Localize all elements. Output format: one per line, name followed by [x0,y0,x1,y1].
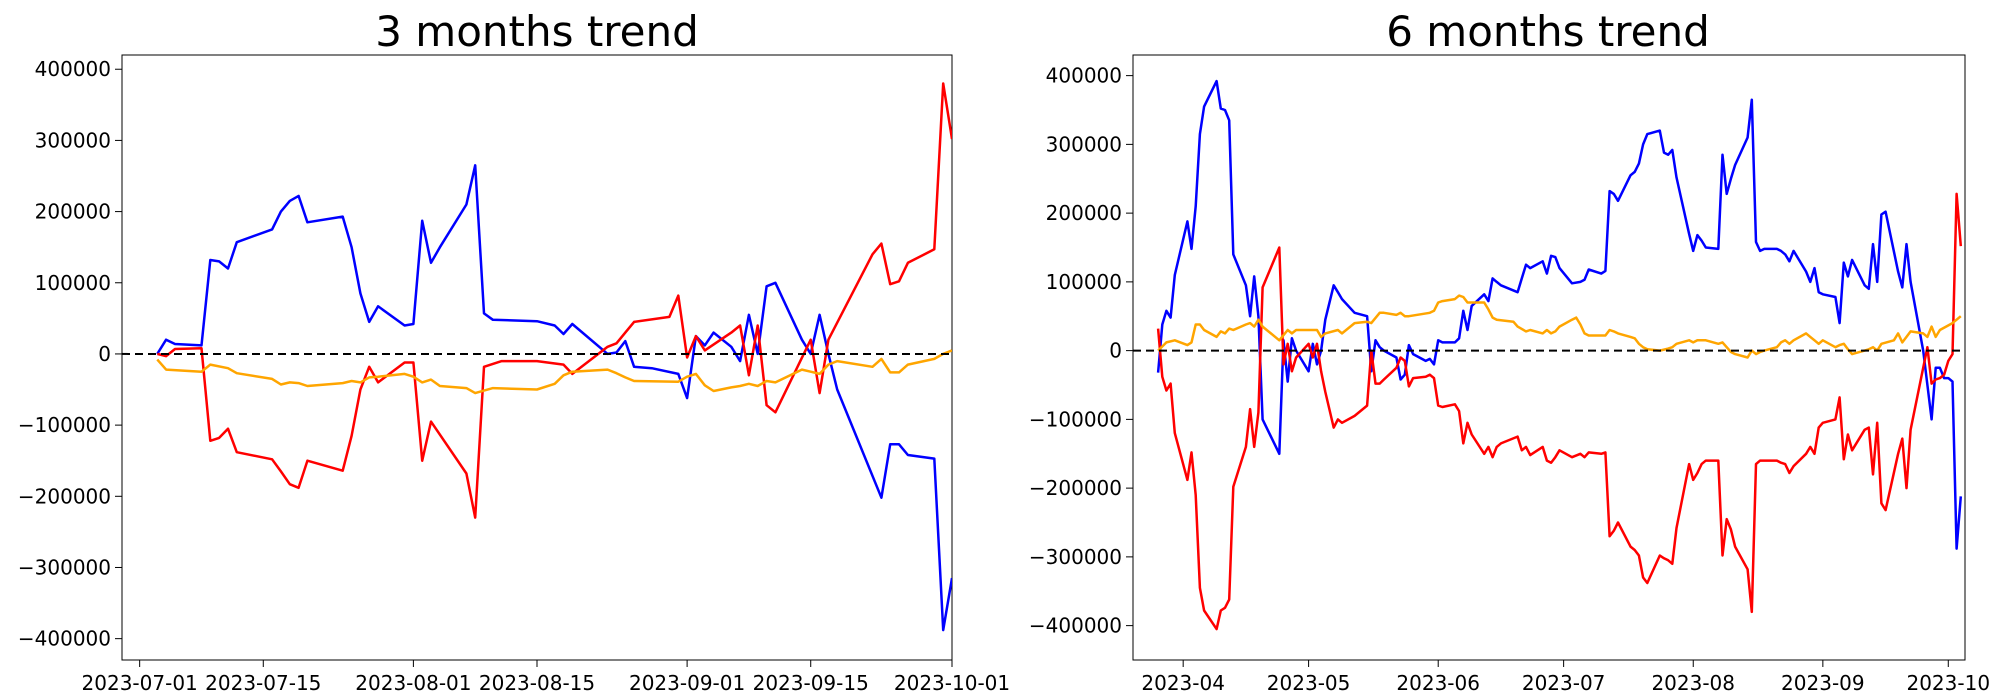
plot-area: −400000 −300000 −200000 −100000 0 100000 20000… [1029,54,1990,695]
y-tick-label: 0 [98,342,111,366]
y-tick-label: −200000 [18,484,111,508]
x-tick-label: 2023-04 [1141,671,1225,695]
chart-6-months: 6 months trend −400000 −300000 −200000 −100… [1029,7,1990,695]
y-tick-label: 100000 [1046,270,1122,294]
series-line-3 [156,349,952,395]
x-tick-label: 2023-06 [1396,671,1480,695]
x-tick-label: 2023-09-15 [753,671,869,695]
series-line-2 [156,82,952,519]
series-line-1 [1156,79,1963,550]
x-tick-label: 2023-09-01 [629,671,745,695]
y-tick-label: 400000 [35,57,111,81]
x-tick-label: 2023-07 [1522,671,1606,695]
y-tick-label: 100000 [35,271,111,295]
x-tick-label: 2023-09 [1781,671,1865,695]
x-tick-label: 2023-08-01 [355,671,471,695]
chart-3-months: 3 months trend −400000 −300000 −200000 −100… [18,7,1010,695]
y-tick-label: −400000 [18,627,111,651]
plot-area: −400000 −300000 −200000 −100000 0 100000 20000… [18,54,1010,695]
chart-title: 3 months trend [375,7,699,56]
x-tick-label: 2023-10 [1906,671,1990,695]
y-tick-label: 400000 [1046,64,1122,88]
x-tick-label: 2023-07-15 [205,671,321,695]
x-tick-label: 2023-10-01 [894,671,1010,695]
y-tick-label: −100000 [1029,407,1122,431]
x-tick-label: 2023-08 [1651,671,1735,695]
y-tick-label: −300000 [1029,545,1122,569]
x-tick-label: 2023-07-01 [82,671,198,695]
plot-frame [1132,54,1966,661]
chart-title: 6 months trend [1386,7,1710,56]
y-tick-label: 200000 [1046,201,1122,225]
y-tick-label: 200000 [35,200,111,224]
y-tick-label: 300000 [1046,132,1122,156]
y-tick-label: −200000 [1029,476,1122,500]
y-tick-label: −400000 [1029,614,1122,638]
series-line-3 [1157,294,1962,359]
series-line-1 [156,164,952,632]
y-tick-label: 0 [1109,339,1122,363]
x-tick-label: 2023-08-15 [479,671,595,695]
series-line-2 [1156,192,1963,631]
x-tick-label: 2023-05 [1267,671,1351,695]
y-tick-label: −100000 [18,413,111,437]
y-tick-label: −300000 [18,555,111,579]
y-tick-label: 300000 [35,128,111,152]
